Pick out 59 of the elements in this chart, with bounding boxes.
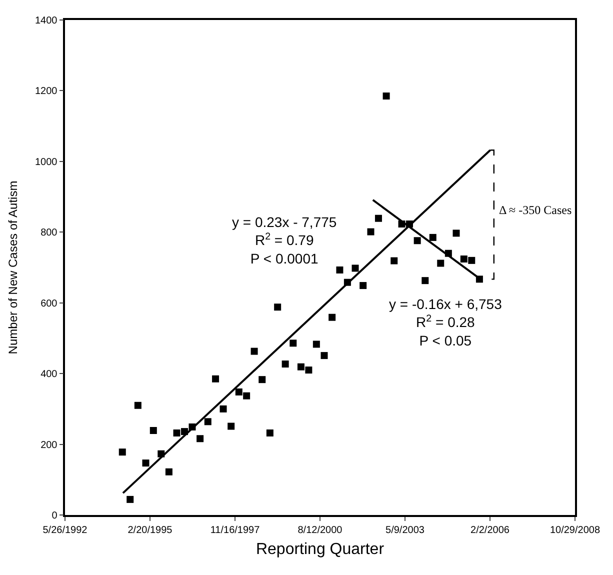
point (437, 260, 444, 267)
point (196, 435, 204, 442)
annotation: y = -0.16x + 6,753 R$^{2}$ = 0.28 P < 0.05 (389, 296, 502, 348)
point (250, 348, 258, 355)
point (142, 460, 150, 467)
point (429, 234, 436, 241)
point (382, 92, 390, 100)
x-axis-title: Reporting Quarter (256, 540, 385, 558)
point (243, 392, 250, 400)
point (274, 304, 282, 311)
point (126, 496, 134, 503)
point (422, 277, 429, 284)
point (352, 264, 359, 272)
point (390, 257, 398, 264)
point (297, 363, 304, 370)
y-tick-label: 400 (40, 369, 58, 380)
point (336, 266, 344, 274)
point (204, 418, 212, 426)
point (360, 282, 367, 290)
point (452, 230, 460, 237)
point (328, 314, 336, 321)
x-tick-label: 11/16/1997 (210, 524, 260, 536)
point (235, 388, 242, 396)
point (220, 405, 227, 412)
y-tick-label: 1000 (35, 156, 58, 168)
x-tick-label: 2/2/2006 (470, 524, 510, 536)
point (212, 375, 220, 382)
point (266, 429, 274, 436)
point (165, 468, 172, 476)
point (258, 376, 266, 384)
x-tick-label: 5/26/1992 (42, 524, 88, 536)
y-tick-label: 1400 (35, 16, 58, 26)
point (118, 448, 126, 456)
point (228, 422, 235, 430)
point (312, 340, 320, 348)
y-tick-label: 1200 (35, 86, 58, 98)
annotation: y = 0.23x - 7,775 R$^{2}$ = 0.79 P < 0.0001 (232, 214, 337, 266)
x-tick-label: 10/29/2008 (550, 524, 600, 536)
y-axis-title: Number of New Cases of Autism (6, 180, 20, 354)
y-tick-label: 800 (40, 228, 58, 239)
point (320, 352, 328, 360)
point (173, 429, 180, 436)
point (305, 366, 312, 374)
y-tick-label: 600 (40, 298, 58, 310)
point (150, 427, 157, 434)
point (374, 214, 382, 222)
point (460, 256, 468, 263)
point (134, 402, 142, 409)
point (468, 256, 476, 264)
y-tick-label: 0 (52, 510, 58, 522)
x-tick-label: 5/9/2003 (386, 524, 425, 536)
annotation: Δ ≈ -350 Cases (499, 203, 572, 217)
point (414, 237, 421, 244)
point (290, 340, 297, 347)
y-tick-label: 200 (40, 440, 58, 451)
x-tick-label: 8/12/2000 (298, 524, 343, 536)
x-tick-label: 2/20/1995 (128, 524, 173, 536)
point (367, 228, 374, 236)
point (282, 360, 289, 368)
